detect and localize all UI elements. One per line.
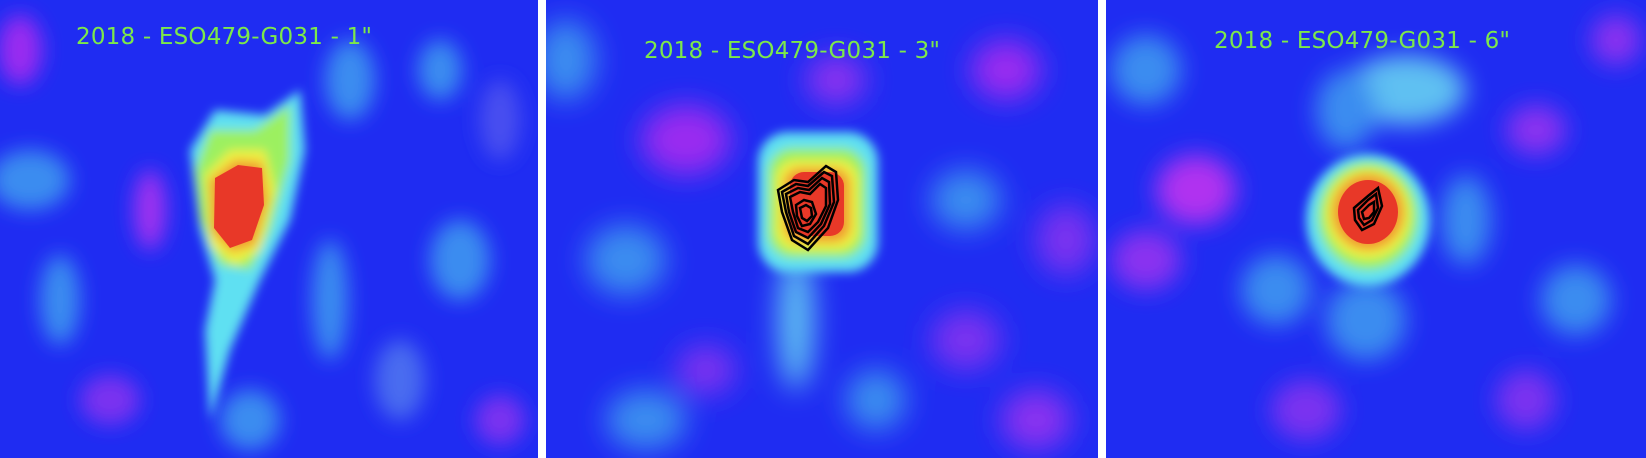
panel-2-contours <box>776 164 840 252</box>
panel-3-contours <box>1352 185 1384 232</box>
panel-3-peak <box>1338 180 1398 244</box>
panel-1-peak <box>214 165 264 248</box>
panel-2-label: 2018 - ESO479-G031 - 3" <box>644 38 941 64</box>
panel-3-label: 2018 - ESO479-G031 - 6" <box>1214 28 1511 54</box>
panel-2-heatmap <box>546 0 1098 458</box>
panel-2-image: 2018 - ESO479-G031 - 3" <box>546 0 1098 458</box>
panel-2-noise <box>546 20 1096 450</box>
panel-1-noise <box>0 15 525 450</box>
panel-3-heatmap <box>1106 0 1646 458</box>
panel-3-noise <box>1111 15 1641 440</box>
panel-1-heatmap <box>0 0 538 458</box>
panel-1-label: 2018 - ESO479-G031 - 1" <box>76 24 373 50</box>
panel-1-image: 2018 - ESO479-G031 - 1" <box>0 0 538 458</box>
panel-3-image: 2018 - ESO479-G031 - 6" <box>1106 0 1646 458</box>
